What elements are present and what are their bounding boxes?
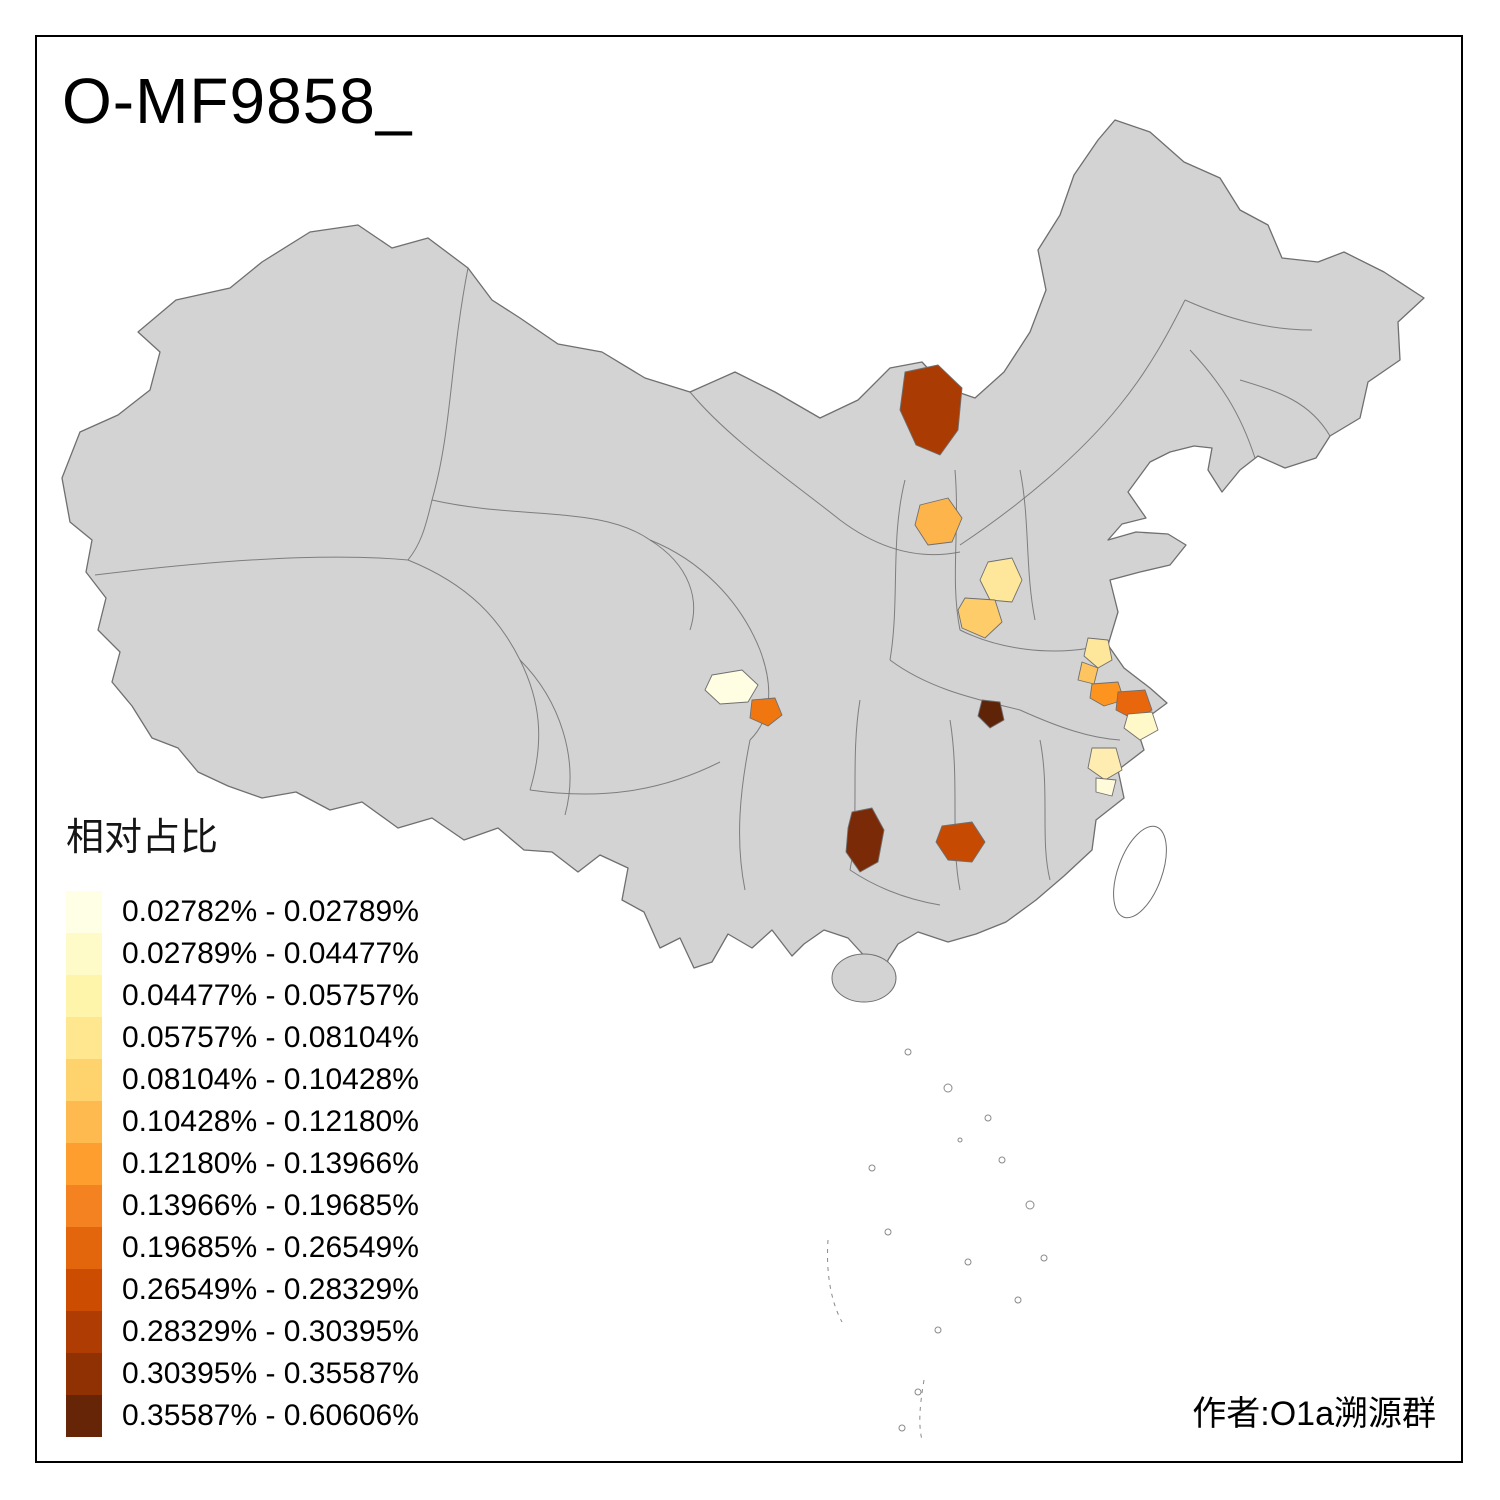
legend-item: 0.02789% - 0.04477% — [66, 933, 419, 975]
province-border — [1239, 379, 1331, 437]
legend-swatch — [66, 1101, 102, 1143]
legend-swatch — [66, 1395, 102, 1437]
legend-item: 0.08104% - 0.10428% — [66, 1059, 419, 1101]
legend-label: 0.04477% - 0.05757% — [122, 979, 419, 1012]
legend-swatch — [66, 975, 102, 1017]
legend-title: 相对占比 — [66, 817, 219, 859]
map-region — [704, 669, 759, 705]
map-region — [845, 807, 885, 873]
legend-item: 0.30395% - 0.35587% — [66, 1353, 419, 1395]
map-region — [1095, 777, 1117, 797]
hainan-island — [831, 953, 897, 1003]
province-border — [431, 499, 695, 631]
legend-label: 0.02789% - 0.04477% — [122, 937, 419, 970]
legend-item: 0.13966% - 0.19685% — [66, 1185, 419, 1227]
taiwan-island — [1113, 825, 1167, 919]
legend-label: 0.30395% - 0.35587% — [122, 1357, 419, 1390]
legend-swatch — [66, 1269, 102, 1311]
legend: 相对占比 0.02782% - 0.02789% 0.02789% - 0.044… — [66, 806, 419, 1437]
map-region — [1123, 711, 1159, 741]
legend-label: 0.19685% - 0.26549% — [122, 1231, 419, 1264]
map-region — [935, 821, 986, 863]
province-border — [949, 719, 961, 891]
legend-item: 0.26549% - 0.28329% — [66, 1269, 419, 1311]
map-region — [749, 697, 783, 727]
province-border — [959, 629, 1091, 652]
legend-rows: 0.02782% - 0.02789% 0.02789% - 0.04477% 0.… — [66, 891, 419, 1437]
map-region — [1083, 637, 1113, 669]
legend-label: 0.12180% - 0.13966% — [122, 1147, 419, 1180]
province-border — [407, 559, 540, 791]
map-region — [977, 699, 1005, 729]
legend-label: 0.02782% - 0.02789% — [122, 895, 419, 928]
province-border — [1189, 349, 1256, 459]
legend-item: 0.04477% - 0.05757% — [66, 975, 419, 1017]
province-borders — [94, 267, 1331, 906]
province-border — [529, 761, 721, 795]
legend-label: 0.10428% - 0.12180% — [122, 1105, 419, 1138]
legend-swatch — [66, 1143, 102, 1185]
legend-item: 0.35587% - 0.60606% — [66, 1395, 419, 1437]
map-region — [957, 597, 1003, 639]
province-border — [739, 739, 751, 891]
legend-item: 0.12180% - 0.13966% — [66, 1143, 419, 1185]
province-border — [849, 869, 941, 906]
legend-swatch — [66, 1311, 102, 1353]
province-border — [94, 556, 409, 576]
map-region — [1089, 681, 1125, 707]
legend-item: 0.10428% - 0.12180% — [66, 1101, 419, 1143]
south-china-sea-islands — [827, 1048, 1048, 1441]
highlighted-regions — [704, 364, 1159, 873]
legend-item: 0.19685% - 0.26549% — [66, 1227, 419, 1269]
legend-swatch — [66, 891, 102, 933]
legend-label: 0.05757% - 0.08104% — [122, 1021, 419, 1054]
legend-item: 0.02782% - 0.02789% — [66, 891, 419, 933]
legend-label: 0.13966% - 0.19685% — [122, 1189, 419, 1222]
province-border — [689, 391, 961, 556]
legend-label: 0.08104% - 0.10428% — [122, 1063, 419, 1096]
province-border — [959, 299, 1186, 546]
legend-swatch — [66, 1353, 102, 1395]
map-region — [979, 557, 1023, 603]
province-border — [889, 659, 1121, 741]
province-border — [407, 267, 469, 561]
map-region — [1087, 747, 1123, 781]
attribution-text: 作者:O1a溯源群 — [1192, 1395, 1436, 1433]
province-border — [519, 659, 571, 816]
province-border — [1184, 299, 1313, 331]
legend-swatch — [66, 933, 102, 975]
page-title: O-MF9858_ — [62, 65, 413, 137]
province-border — [1019, 469, 1036, 621]
legend-item: 0.05757% - 0.08104% — [66, 1017, 419, 1059]
legend-swatch — [66, 1185, 102, 1227]
legend-swatch — [66, 1227, 102, 1269]
legend-swatch — [66, 1059, 102, 1101]
province-border — [1039, 739, 1051, 881]
legend-label: 0.28329% - 0.30395% — [122, 1315, 419, 1348]
legend-item: 0.28329% - 0.30395% — [66, 1311, 419, 1353]
legend-label: 0.35587% - 0.60606% — [122, 1399, 419, 1432]
map-region — [914, 497, 963, 546]
legend-label: 0.26549% - 0.28329% — [122, 1273, 419, 1306]
china-mainland — [61, 119, 1425, 999]
province-border — [889, 479, 906, 661]
map-region — [899, 364, 963, 456]
province-border — [954, 469, 961, 631]
legend-swatch — [66, 1017, 102, 1059]
